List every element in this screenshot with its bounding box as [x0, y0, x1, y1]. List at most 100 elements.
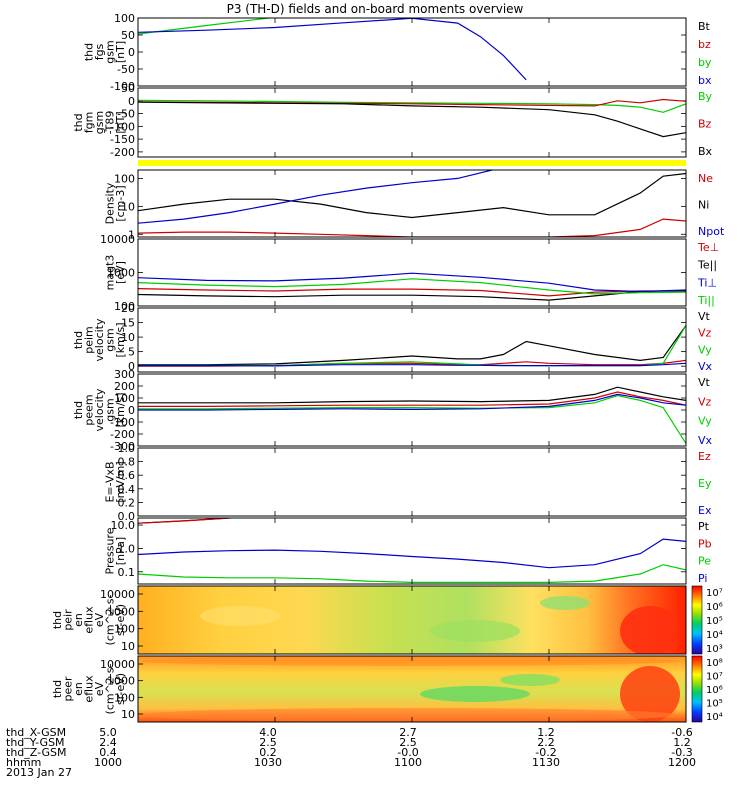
- footer-val: 1130: [532, 756, 560, 769]
- footer-val: 1000: [94, 756, 122, 769]
- y-tick-label: 0: [128, 404, 135, 417]
- y-tick-label: 0.0: [118, 510, 136, 523]
- y-tick-label: -100: [110, 80, 135, 93]
- y-tick-label: 1000: [107, 605, 135, 618]
- y-axis-label-line: E=-VxB: [104, 461, 117, 502]
- footer-date-text: 2013 Jan 27: [6, 766, 72, 779]
- legend-label: Npot: [698, 225, 725, 238]
- colorbar-tick-label: 10⁷: [706, 588, 723, 599]
- y-axis-label: thdpeirenefluxeV(cm^2-s-sr-eV): [51, 595, 127, 646]
- y-axis-label-line: thd: [51, 680, 64, 698]
- legend-label: Vt: [698, 310, 711, 323]
- y-tick-label: 10: [121, 708, 135, 721]
- panel-frame: [137, 169, 687, 238]
- legend-label: Ti||: [697, 294, 715, 307]
- series-line-Vt: [138, 325, 686, 366]
- y-tick-label: 0.1: [118, 566, 136, 579]
- y-axis-label-line: eflux: [83, 675, 96, 703]
- heatmap-patch: [140, 656, 680, 666]
- y-tick-label: 100: [114, 172, 135, 185]
- y-tick-label: 10: [121, 331, 135, 344]
- heatmap-patch: [430, 620, 520, 642]
- series-line-Vz: [138, 391, 686, 407]
- y-axis-label-line: fgs: [93, 43, 106, 60]
- footer-label-time: hhmm: [6, 756, 42, 769]
- chart-title: P3 (TH-D) fields and on-board moments ov…: [227, 2, 524, 16]
- y-axis-label-line: [nT]: [114, 41, 127, 63]
- panel-frame: [137, 447, 687, 517]
- footer-label-z: thd_Z-GSM: [6, 746, 67, 759]
- y-tick-label: -300: [110, 440, 135, 453]
- heatmap-patch: [620, 606, 680, 654]
- heatmap-patch: [420, 686, 530, 702]
- y-tick-label: 10.0: [111, 519, 136, 532]
- panel-density: 100 10 1 Ne Ni Npot Density[cm-3]: [104, 169, 725, 241]
- series-line-Pi: [138, 538, 686, 569]
- y-axis-label-line: [nPa]: [114, 537, 127, 565]
- y-axis-label: thdpeimvelocitygsm[km/s]: [72, 318, 127, 361]
- y-axis-label-line: velocity: [93, 318, 106, 361]
- series-line-Vt: [138, 386, 686, 404]
- legend-label: Pt: [698, 520, 710, 533]
- panel-peer: 10⁸10⁷10⁶10⁵10⁴10000100010010thdpeerenef…: [51, 655, 723, 723]
- series-line-Ti⊥: [138, 272, 686, 293]
- colorbar-tick-label: 10⁴: [706, 712, 723, 723]
- y-axis-label-line: thd: [83, 43, 96, 61]
- footer-val: 2.7: [399, 726, 417, 739]
- legend-label: Vx: [698, 434, 713, 447]
- y-tick-label: 100: [114, 623, 135, 636]
- y-axis-label-line: magt3: [104, 255, 117, 291]
- legend-label: Vx: [698, 360, 713, 373]
- colorbar-tick-label: 10⁶: [706, 602, 723, 613]
- series-group: [138, 325, 686, 367]
- y-axis-label-line: eV: [93, 612, 106, 627]
- series-group: [138, 386, 686, 444]
- footer-val: 1030: [254, 756, 282, 769]
- y-axis-label-line: gsm: [93, 111, 106, 134]
- series-group: [138, 518, 686, 583]
- legend-label: Te⊥: [697, 241, 719, 254]
- y-axis-label: Pressure[nPa]: [104, 527, 128, 574]
- colorbar-tick-label: 10³: [706, 644, 723, 655]
- series-line-Vy: [138, 325, 686, 367]
- y-tick-label: 100: [114, 691, 135, 704]
- footer-val: 1.2: [537, 726, 555, 739]
- heatmap-patch: [620, 666, 680, 722]
- y-tick-label: 100: [114, 12, 135, 25]
- footer-val: 0.4: [99, 746, 117, 759]
- heatmap-overlay: [200, 596, 680, 654]
- y-axis-label-line: [mV/m]: [114, 461, 127, 502]
- footer-label-x: thd_X-GSM: [6, 726, 67, 739]
- y-axis-label: thdfgmgsm-T89[nT]: [72, 111, 127, 135]
- footer-val: 1100: [394, 756, 422, 769]
- series-line-Vx: [138, 393, 686, 411]
- y-tick-label: 1.0: [118, 442, 136, 455]
- colorbar-tick-label: 10⁸: [706, 658, 723, 669]
- y-tick-label: -200: [110, 428, 135, 441]
- legend-label: bx: [698, 74, 712, 87]
- series-line-Pe: [138, 564, 686, 583]
- y-tick-label: 100: [114, 392, 135, 405]
- series-group: [138, 272, 686, 301]
- y-axis-label-line: eflux: [83, 606, 96, 634]
- y-axis-label-line: gsm: [104, 40, 117, 63]
- y-tick-label: 1000: [107, 675, 135, 688]
- footer-row-time: hhmm 1000 1030 1100 1130 1200: [6, 756, 746, 769]
- colorbar-tick-label: 10⁵: [706, 699, 723, 710]
- series-group: [138, 18, 527, 81]
- y-axis-label-line: (cm^2-s-: [104, 595, 117, 646]
- y-tick-label: 10: [121, 200, 135, 213]
- footer-row-y: thd_Y-GSM 2.4 2.5 2.5 2.2 1.2: [6, 737, 746, 749]
- y-tick-label: 0.2: [118, 496, 136, 509]
- legend-label: Te||: [697, 259, 717, 272]
- y-axis-label-line: gsm: [104, 398, 117, 421]
- y-axis-label-line: peir: [62, 609, 75, 631]
- y-tick-label: 5: [128, 346, 135, 359]
- y-tick-label: -50: [117, 63, 135, 76]
- legend-label: Vy: [698, 415, 712, 428]
- footer-val: -0.0: [397, 746, 419, 759]
- series-line-Pb: [138, 518, 238, 524]
- y-tick-label: 50: [121, 82, 135, 95]
- legend-label: bz: [698, 38, 711, 51]
